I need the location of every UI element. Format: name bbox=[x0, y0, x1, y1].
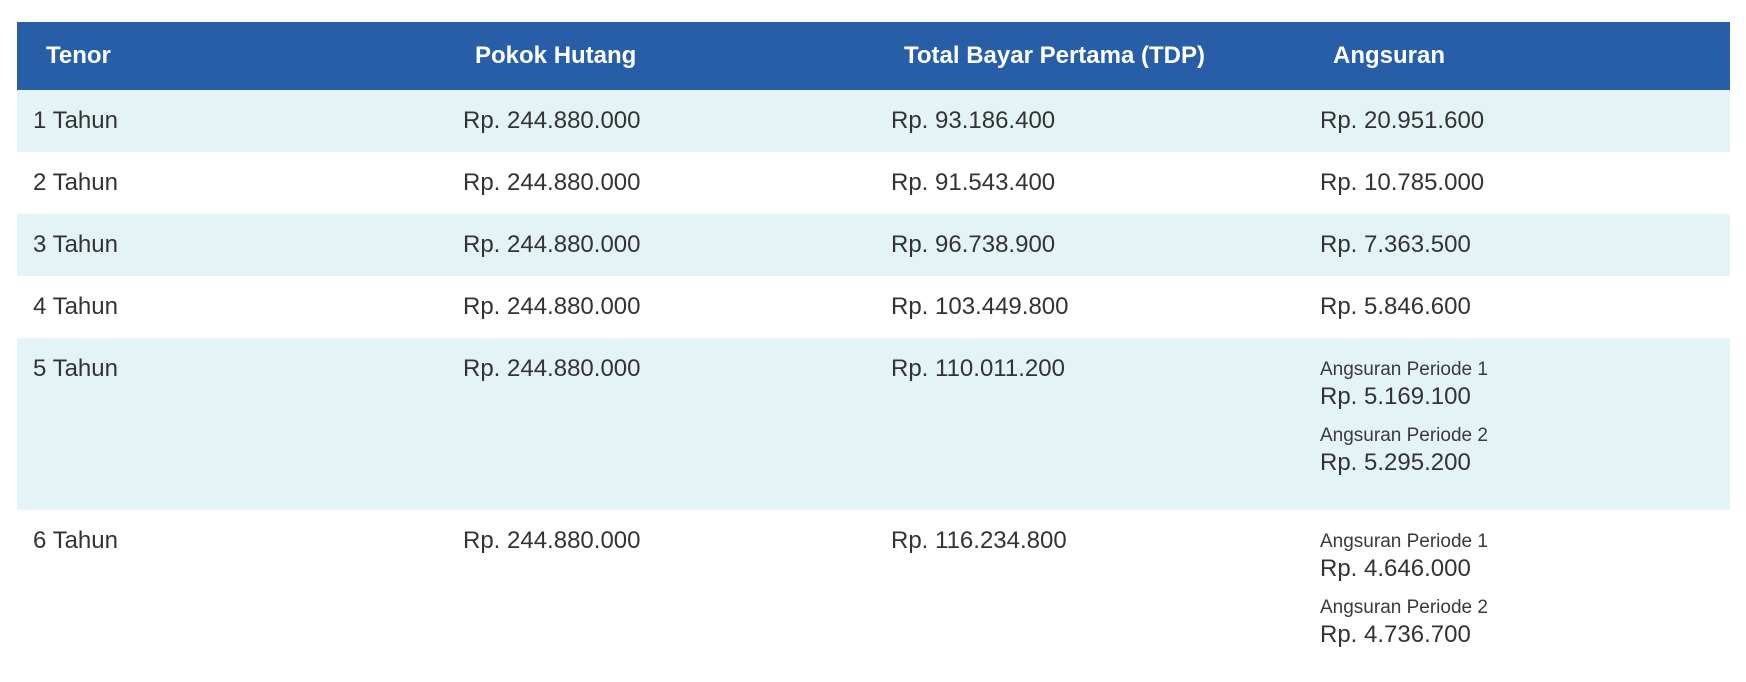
cell-tenor: 2 Tahun bbox=[33, 169, 118, 196]
table-row: 2 Tahun Rp. 244.880.000 Rp. 91.543.400 R… bbox=[17, 152, 1730, 214]
installment-table: Tenor Pokok Hutang Total Bayar Pertama (… bbox=[17, 22, 1730, 682]
cell-tenor: 5 Tahun bbox=[33, 355, 118, 382]
cell-pokok: Rp. 244.880.000 bbox=[463, 169, 641, 196]
period-1-label: Angsuran Periode 1 bbox=[1320, 359, 1488, 380]
cell-angsuran: Rp. 7.363.500 bbox=[1320, 231, 1471, 258]
table-body: 1 Tahun Rp. 244.880.000 Rp. 93.186.400 R… bbox=[17, 90, 1730, 682]
installment-table-container: Tenor Pokok Hutang Total Bayar Pertama (… bbox=[17, 22, 1730, 682]
cell-tdp: Rp. 103.449.800 bbox=[891, 293, 1069, 320]
period-2-value: Rp. 4.736.700 bbox=[1320, 621, 1471, 648]
period-2-label: Angsuran Periode 2 bbox=[1320, 597, 1488, 618]
cell-angsuran: Rp. 5.846.600 bbox=[1320, 293, 1471, 320]
cell-pokok: Rp. 244.880.000 bbox=[463, 231, 641, 258]
cell-tenor: 1 Tahun bbox=[33, 107, 118, 134]
header-pokok-hutang: Pokok Hutang bbox=[475, 42, 637, 69]
period-1-value: Rp. 5.169.100 bbox=[1320, 383, 1471, 410]
cell-pokok: Rp. 244.880.000 bbox=[463, 107, 641, 134]
period-2-value: Rp. 5.295.200 bbox=[1320, 449, 1471, 476]
cell-pokok: Rp. 244.880.000 bbox=[463, 527, 641, 554]
table-row: 3 Tahun Rp. 244.880.000 Rp. 96.738.900 R… bbox=[17, 214, 1730, 276]
header-total-bayar-pertama: Total Bayar Pertama (TDP) bbox=[904, 42, 1205, 69]
period-1-label: Angsuran Periode 1 bbox=[1320, 531, 1488, 552]
cell-angsuran: Angsuran Periode 1 Rp. 4.646.000 Angsura… bbox=[1320, 510, 1730, 682]
table-row: 6 Tahun Rp. 244.880.000 Rp. 116.234.800 … bbox=[17, 510, 1730, 682]
cell-pokok: Rp. 244.880.000 bbox=[463, 293, 641, 320]
cell-pokok: Rp. 244.880.000 bbox=[463, 355, 641, 382]
cell-tenor: 6 Tahun bbox=[33, 527, 118, 554]
cell-tdp: Rp. 93.186.400 bbox=[891, 107, 1056, 134]
cell-tdp: Rp. 110.011.200 bbox=[891, 355, 1065, 382]
period-1-value: Rp. 4.646.000 bbox=[1320, 555, 1471, 582]
header-tenor: Tenor bbox=[46, 42, 111, 69]
cell-tenor: 3 Tahun bbox=[33, 231, 118, 258]
cell-tenor: 4 Tahun bbox=[33, 293, 118, 320]
cell-angsuran: Angsuran Periode 1 Rp. 5.169.100 Angsura… bbox=[1320, 338, 1730, 510]
cell-angsuran: Rp. 10.785.000 bbox=[1320, 169, 1485, 196]
cell-angsuran: Rp. 20.951.600 bbox=[1320, 107, 1485, 134]
table-header: Tenor Pokok Hutang Total Bayar Pertama (… bbox=[17, 22, 1730, 90]
header-row: Tenor Pokok Hutang Total Bayar Pertama (… bbox=[17, 22, 1730, 90]
header-angsuran: Angsuran bbox=[1333, 42, 1446, 69]
cell-tdp: Rp. 116.234.800 bbox=[891, 527, 1067, 554]
cell-tdp: Rp. 91.543.400 bbox=[891, 169, 1056, 196]
period-2-label: Angsuran Periode 2 bbox=[1320, 425, 1488, 446]
cell-tdp: Rp. 96.738.900 bbox=[891, 231, 1056, 258]
table-row: 4 Tahun Rp. 244.880.000 Rp. 103.449.800 … bbox=[17, 276, 1730, 338]
table-row: 1 Tahun Rp. 244.880.000 Rp. 93.186.400 R… bbox=[17, 90, 1730, 152]
table-row: 5 Tahun Rp. 244.880.000 Rp. 110.011.200 … bbox=[17, 338, 1730, 510]
